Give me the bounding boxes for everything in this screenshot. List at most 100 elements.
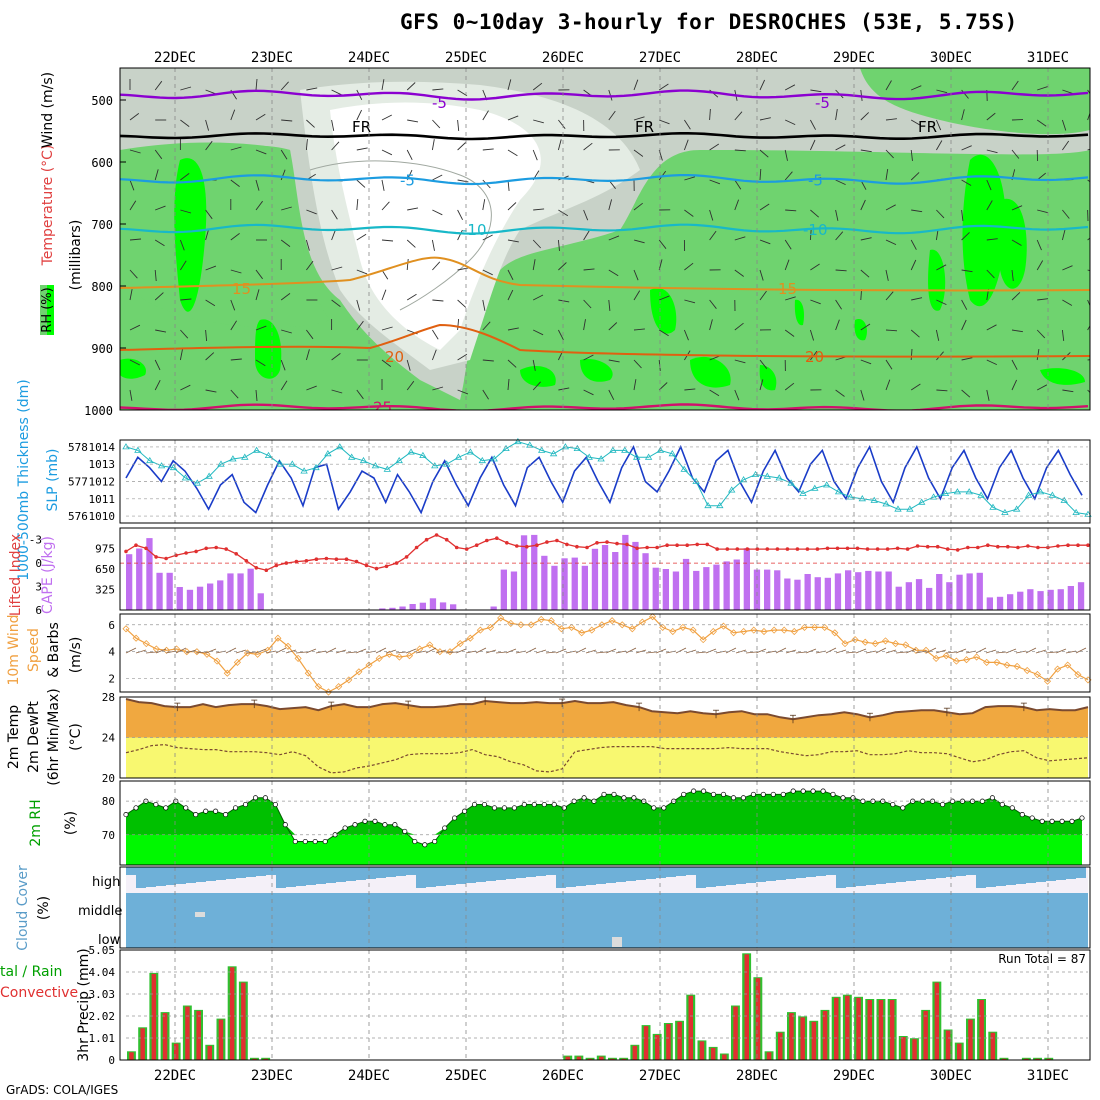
- wind-barb: [1087, 269, 1090, 272]
- cloud-high-bar: [276, 867, 286, 888]
- cape-bar: [520, 535, 528, 610]
- cloud-high-bar: [256, 867, 266, 876]
- slp-point: [775, 474, 783, 481]
- lifted-index-point: [515, 544, 519, 548]
- cape-bar: [1007, 594, 1014, 610]
- lifted-index-point: [204, 546, 208, 551]
- wind-barb: [633, 359, 642, 369]
- slp-point: [1024, 491, 1033, 498]
- date-label-top: 23DEC: [251, 50, 293, 66]
- wind-barb: [986, 149, 998, 154]
- slp-ytick-label: 1012: [89, 476, 116, 489]
- wind-barb-10m: [895, 651, 907, 654]
- date-label-bottom: 27DEC: [639, 1068, 681, 1084]
- wind-barb: [179, 239, 185, 251]
- slp-point: [811, 484, 819, 491]
- wind-speed-point: [689, 626, 697, 634]
- cloud-high-bar: [516, 867, 526, 878]
- cloud-high-bar: [526, 867, 536, 877]
- wind-barb: [911, 297, 923, 301]
- date-label-bottom: 29DEC: [833, 1068, 875, 1084]
- wind-barb: [381, 179, 385, 191]
- precip-convective-bar: [878, 1000, 884, 1060]
- cape-bar: [936, 574, 943, 610]
- rh2m-point: [462, 808, 468, 814]
- rh2m-point: [442, 825, 448, 831]
- lifted-index-point: [284, 561, 289, 565]
- wind-barb: [810, 119, 816, 130]
- wind-barb: [633, 239, 645, 244]
- lifted-index-point: [525, 544, 529, 549]
- precip-convective-bar: [889, 1000, 895, 1060]
- date-label-bottom: 31DEC: [1027, 1068, 1069, 1084]
- wind-barb: [154, 292, 164, 301]
- wind-barb: [507, 202, 517, 211]
- wind-barb: [1087, 111, 1090, 121]
- wind-barb: [583, 230, 590, 241]
- cape-bar: [814, 577, 821, 610]
- slp-point: [692, 477, 700, 484]
- wind-barb: [154, 379, 161, 391]
- cloud-high-bar: [556, 867, 566, 888]
- wind-barb: [129, 113, 140, 121]
- rh2m-point: [1029, 815, 1035, 821]
- wind-barb-10m: [755, 648, 767, 654]
- slp-point: [134, 446, 142, 453]
- lifted-index-point: [715, 547, 719, 551]
- wind-speed-point: [1023, 666, 1031, 675]
- slp-ytick-label: 1014: [89, 441, 116, 454]
- lifted-index-point: [565, 542, 569, 547]
- slp-point: [407, 448, 415, 455]
- temp-contour-label: FR: [635, 118, 654, 136]
- lifted-index-point: [725, 547, 730, 551]
- wind-barb: [432, 88, 444, 91]
- cape-bar: [794, 579, 801, 610]
- wind-barb-10m: [225, 647, 237, 654]
- wind-barb-10m: [625, 647, 637, 654]
- rh2m-point: [581, 795, 587, 801]
- cloud-high-bar: [176, 867, 186, 884]
- lifted-index-point: [785, 547, 790, 551]
- rh-saturated-cell: [120, 358, 146, 379]
- lifted-index-point: [1076, 543, 1080, 547]
- wind-barb: [709, 230, 717, 241]
- cape-bar: [389, 607, 396, 610]
- wind-barb: [658, 239, 667, 249]
- rh2m-point: [213, 808, 219, 814]
- wind-barb: [1062, 265, 1073, 271]
- wind-barb: [1036, 260, 1044, 271]
- upper-ytick-label: 800: [91, 280, 113, 294]
- thickness-series-line: [125, 444, 1083, 515]
- wind-barb: [810, 263, 820, 271]
- freezing-level-line: [120, 132, 1089, 141]
- rh2m-point: [770, 791, 776, 797]
- rh-very-dry: [330, 102, 541, 350]
- wind-barb: [608, 235, 620, 241]
- wind-barb: [911, 85, 922, 91]
- precip-convective-bar: [151, 973, 157, 1060]
- wind10m-label-a: 10m Wind: [6, 614, 22, 685]
- wind-speed-point: [436, 648, 444, 656]
- cloud-high-bar: [766, 867, 776, 881]
- slp-point: [573, 444, 582, 451]
- wind-barb: [306, 329, 314, 340]
- lifted-index-point: [986, 543, 990, 547]
- lifted-index-point: [314, 557, 319, 561]
- rh-legend-swatch-2: [40, 285, 47, 335]
- wind-barb: [180, 119, 190, 127]
- wind-barb: [633, 202, 643, 211]
- wind-barb: [961, 269, 973, 273]
- wind-barb: [860, 359, 872, 365]
- wind-barb: [734, 389, 740, 401]
- wind-barb: [885, 291, 894, 301]
- wind-barb: [785, 119, 796, 126]
- wind-barb: [1087, 237, 1090, 241]
- cloud-high-bar: [926, 867, 936, 879]
- wind-barb-10m: [855, 648, 867, 654]
- wind-barb: [507, 327, 519, 331]
- wind-speed-line: [125, 615, 1089, 693]
- rh-moist-left: [120, 142, 330, 328]
- wind-barb: [709, 179, 721, 185]
- wind-speed-point: [962, 656, 971, 664]
- lower-panels: [120, 437, 1092, 1060]
